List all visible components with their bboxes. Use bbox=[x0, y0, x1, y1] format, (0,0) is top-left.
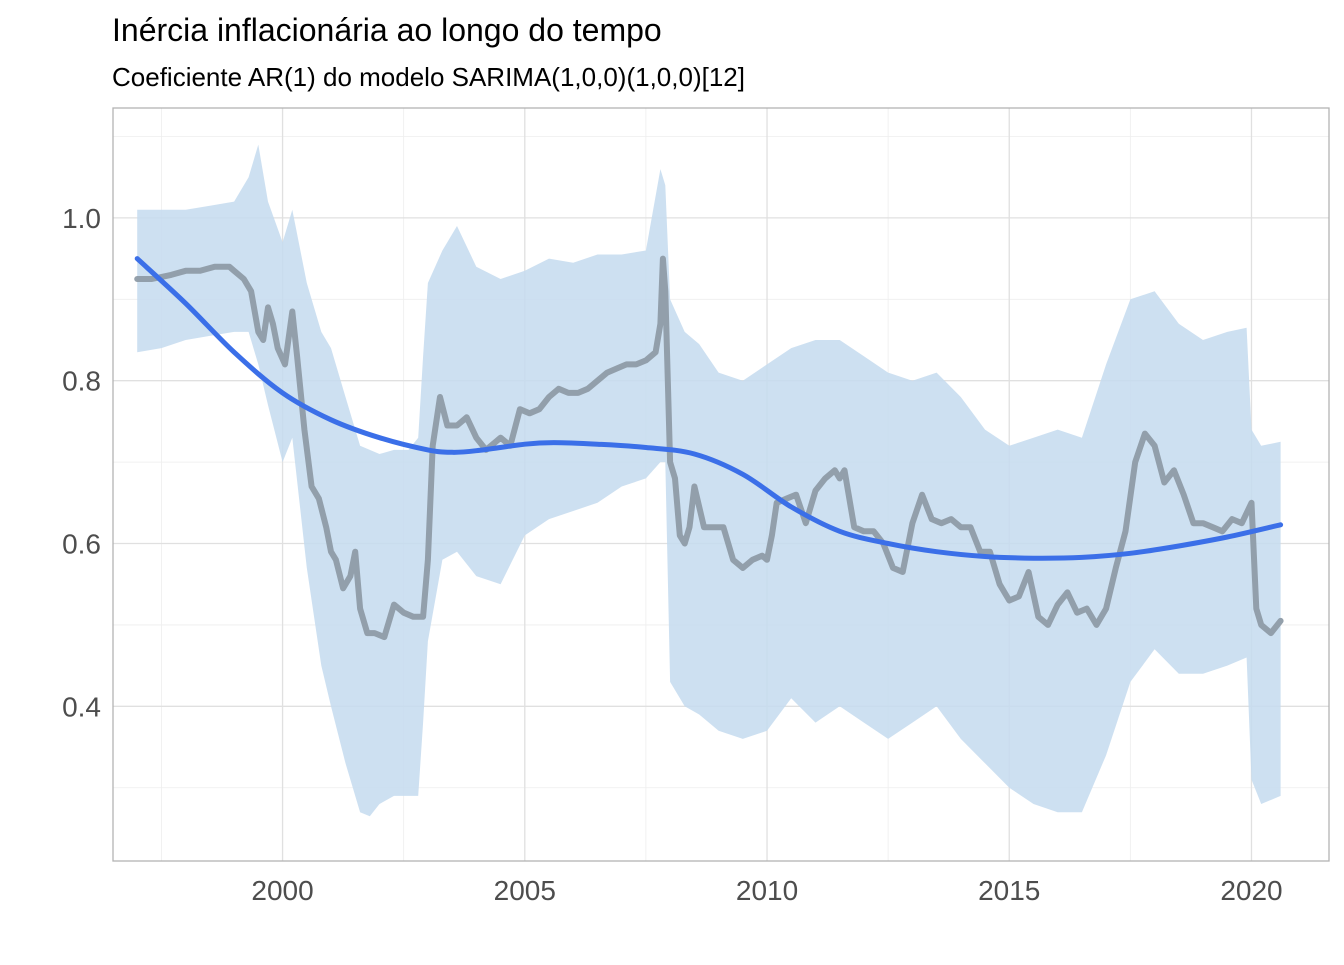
y-tick-label: 1.0 bbox=[62, 203, 101, 234]
chart-title: Inércia inflacionária ao longo do tempo bbox=[112, 12, 662, 48]
x-tick-label: 2005 bbox=[494, 875, 556, 906]
panel-border bbox=[112, 107, 1330, 862]
x-tick-label: 2010 bbox=[736, 875, 798, 906]
plot-area: 0.4 0.6 0.8 1.0 2000 2005 2010 2015 2020 bbox=[62, 107, 1330, 906]
smoothed-trend-line bbox=[134, 256, 1284, 561]
y-tick-label: 0.6 bbox=[62, 529, 101, 560]
y-tick-label: 0.8 bbox=[62, 366, 101, 397]
x-tick-label: 2015 bbox=[978, 875, 1040, 906]
confidence-band bbox=[137, 144, 1281, 817]
x-tick-label: 2000 bbox=[251, 875, 313, 906]
y-tick-label: 0.4 bbox=[62, 691, 101, 722]
x-tick-label: 2020 bbox=[1220, 875, 1282, 906]
chart-subtitle: Coeficiente AR(1) do modelo SARIMA(1,0,0… bbox=[112, 62, 745, 92]
ar1-coefficient-line bbox=[134, 255, 1284, 641]
